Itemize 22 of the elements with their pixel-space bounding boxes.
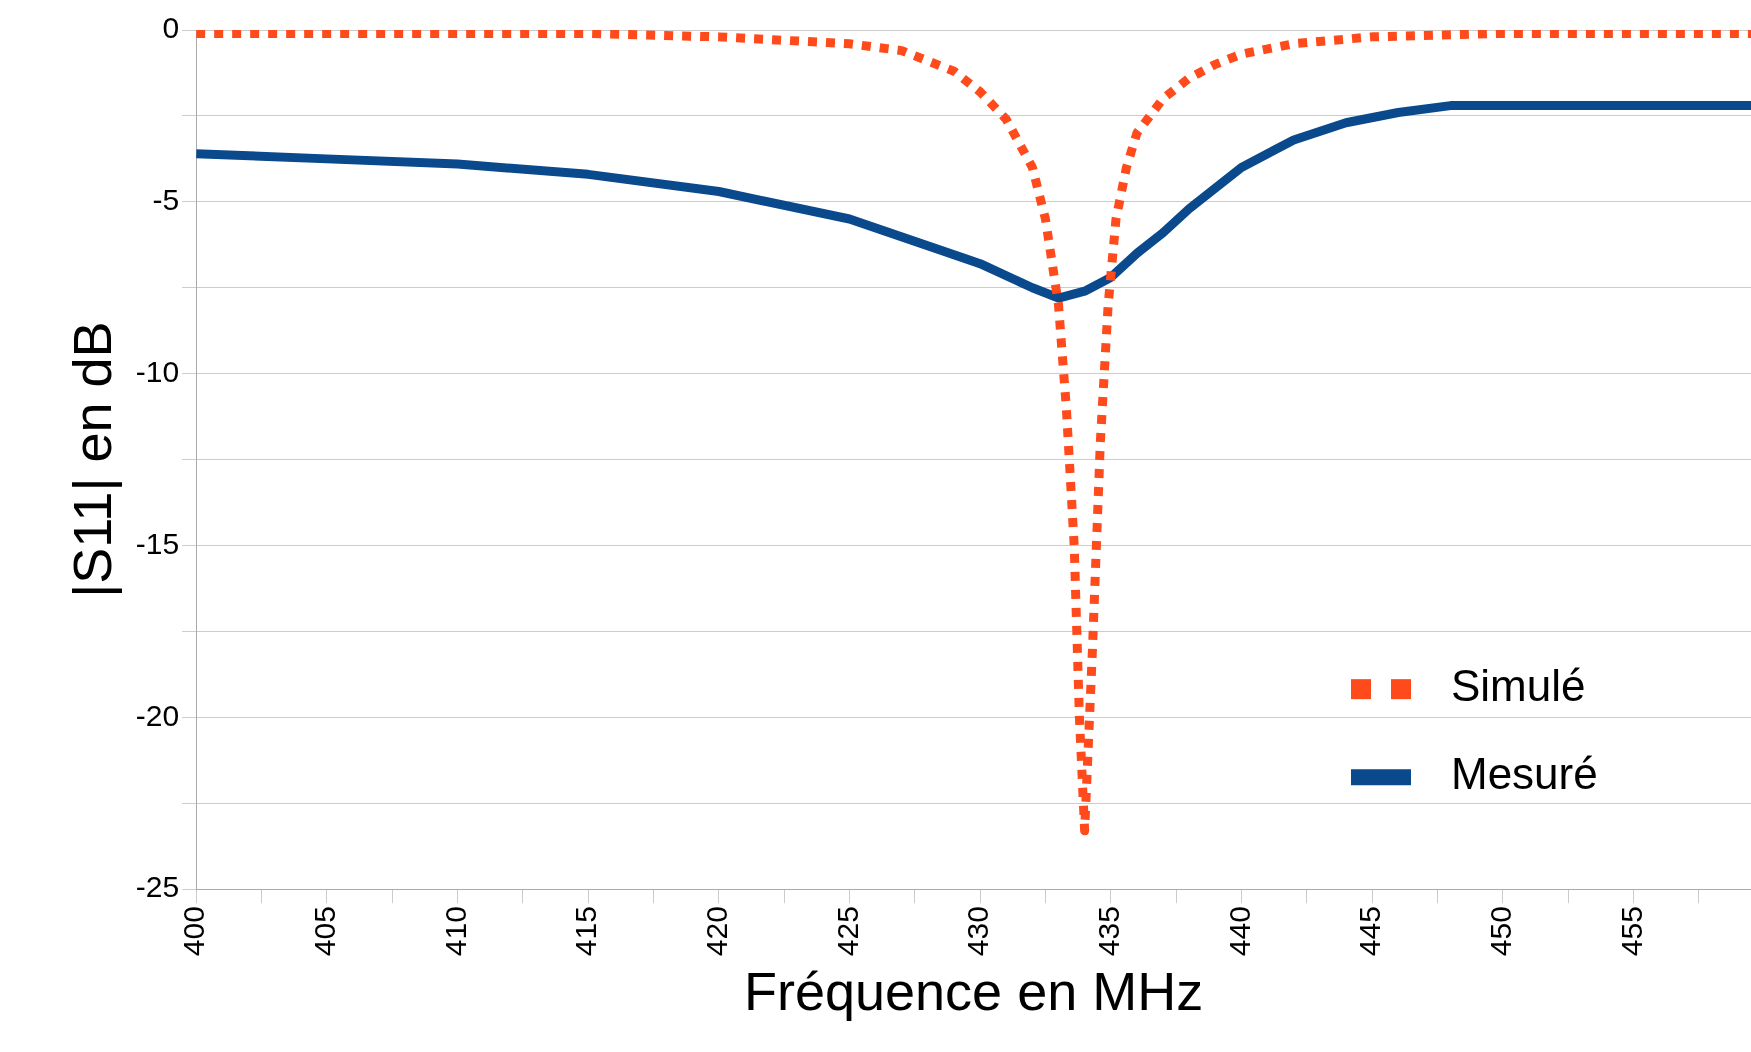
y-tick-label: -15	[135, 526, 180, 560]
x-tick-label: 425	[830, 906, 864, 957]
x-tick-label: 455	[1614, 906, 1648, 957]
x-tick-label: 400	[177, 906, 211, 957]
legend-label: Mesuré	[1451, 749, 1598, 799]
x-tick-label: 440	[1222, 906, 1256, 957]
x-tick-label: 405	[308, 906, 342, 957]
y-tick-label: -10	[135, 354, 180, 388]
x-tick-label: 445	[1353, 906, 1387, 957]
x-tick-label: 435	[1092, 906, 1126, 957]
y-axis-title: |S11| en dB	[62, 321, 123, 598]
legend-label: Simulé	[1451, 661, 1586, 711]
y-tick-label: -20	[135, 698, 180, 732]
x-tick-label: 420	[700, 906, 734, 957]
x-tick-label: 410	[438, 906, 472, 957]
x-tick-label: 415	[569, 906, 603, 957]
y-tick-label: 0	[162, 11, 180, 45]
x-tick-label: 430	[961, 906, 995, 957]
x-axis-title: Fréquence en MHz	[743, 961, 1204, 1022]
y-tick-label: -25	[135, 870, 180, 904]
y-tick-label: -5	[152, 183, 180, 217]
x-tick-label: 450	[1484, 906, 1518, 957]
